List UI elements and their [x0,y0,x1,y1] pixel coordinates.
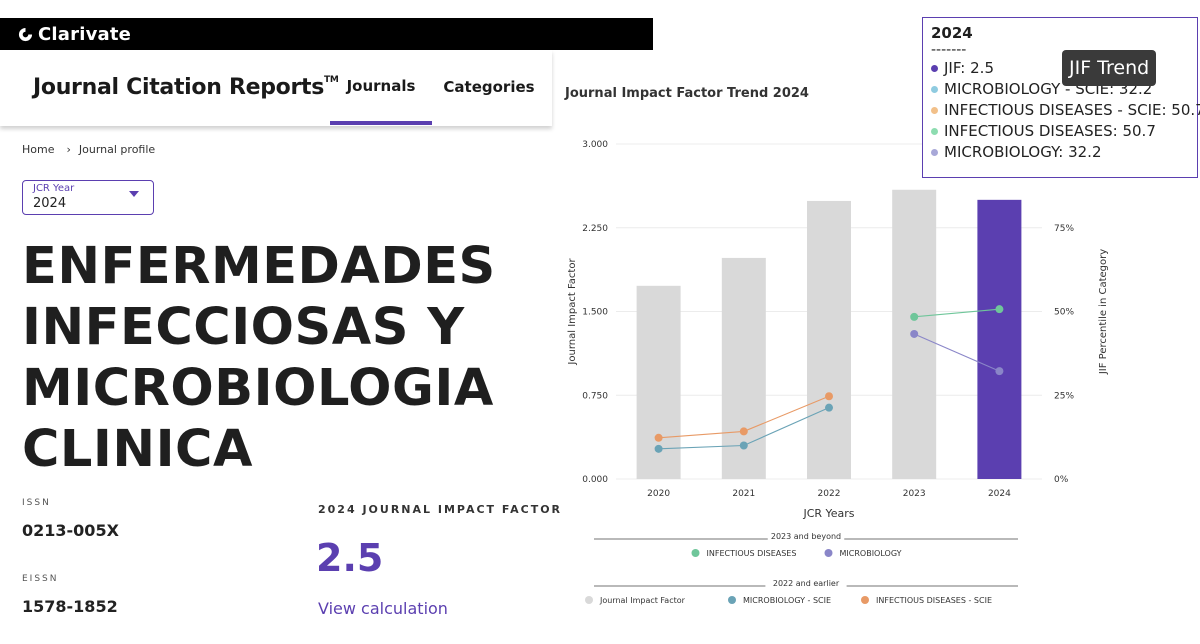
jif-label: 2024 JOURNAL IMPACT FACTOR [318,503,563,516]
series-line [913,333,1000,372]
tooltip-rows: JIF: 2.5 MICROBIOLOGY - SCIE: 32.2 INFECTI… [931,58,1200,163]
caret-down-icon [129,191,139,197]
jcr-logo-text: Journal Citation Reports [33,75,325,100]
tooltip-row: INFECTIOUS DISEASES: 50.7 [931,121,1189,142]
issn-value: 0213-005X [22,521,119,540]
tab-categories-label: Categories [443,77,535,96]
eissn-label: EISSN [22,574,59,584]
tooltip-row: INFECTIOUS DISEASES - SCIE: 50.7 [931,100,1200,121]
series-point [739,441,748,450]
tooltip-row: MICROBIOLOGY: 32.2 [931,142,1189,163]
legend-marker [824,549,833,557]
y2-tick-label: 50% [1054,308,1074,318]
trademark-mark: TM [324,75,339,85]
legend-item-label: Journal Impact Factor [599,596,686,605]
eissn-value: 1578-1852 [22,597,118,616]
legend-dot-icon [931,107,938,114]
series-point [910,329,919,338]
jif-trend-badge: JIF Trend [1062,50,1157,86]
journal-title: ENFERMEDADES INFECCIOSAS Y MICROBIOLOGIA… [22,237,496,479]
tab-journals[interactable]: Journals [330,50,432,125]
chevron-right-icon: › [66,143,71,156]
tooltip-row-text: JIF: 2.5 [944,59,994,77]
x-tick-label: 2020 [647,489,670,499]
clarivate-brand[interactable]: Clarivate [18,18,131,50]
legend-item-label: MICROBIOLOGY - SCIE [743,596,831,605]
jcr-year-value: 2024 [33,196,67,211]
chart-title: Journal Impact Factor Trend 2024 [565,86,809,101]
legend-dot-icon [931,149,938,156]
x-tick-label: 2024 [988,489,1011,499]
jif-trend-chart: 3.000 2.250 1.500 0.750 0.000 75% 50% 25% 0% 2020… [567,140,1109,605]
tab-categories[interactable]: Categories [440,50,538,123]
y-tick-label: 1.500 [582,308,608,318]
x-tick-label: 2022 [818,489,841,499]
y-tick-label: 2.250 [582,224,608,234]
tooltip-row-text: INFECTIOUS DISEASES - SCIE: 50.7 [944,101,1200,119]
brand-name: Clarivate [38,23,132,45]
jif-bar [977,199,1022,479]
legend-dot-icon [931,65,938,72]
tooltip-row: JIF: 2.5 [931,58,1189,79]
jcr-logo[interactable]: Journal Citation ReportsTM [33,75,339,100]
tooltip-row-text: INFECTIOUS DISEASES: 50.7 [944,122,1156,140]
legend-marker [861,596,869,604]
legend-marker [585,596,593,604]
legend-marker [728,596,736,604]
legend-dot-icon [931,86,938,93]
breadcrumb-current: Journal profile [78,143,156,156]
series-point [825,403,833,412]
jcr-year-label: JCR Year [33,183,75,194]
y2-tick-label: 75% [1054,224,1074,234]
jif-bar [807,200,851,479]
y-tick-label: 0.750 [582,391,608,401]
x-axis-label: JCR Years [802,507,854,520]
site-header: Journal Citation ReportsTM Journals Cate… [0,50,552,126]
y2-tick-label: 25% [1054,391,1074,401]
series-point [910,312,919,321]
tab-journals-label: Journals [346,76,416,95]
breadcrumb: Home › Journal profile [22,143,155,156]
legend-item-label: INFECTIOUS DISEASES - SCIE [876,596,992,605]
series-point [654,433,663,442]
top-brand-bar: Clarivate [0,18,653,50]
chart-tooltip: 2024 ------- JIF: 2.5 MICROBIOLOGY - SCIE… [922,17,1200,178]
series-point [739,427,748,436]
view-calculation-link[interactable]: View calculation [318,599,448,618]
legend-marker [691,549,700,557]
legend-dot-icon [931,128,938,135]
y-tick-label: 3.000 [582,140,608,150]
x-tick-label: 2021 [732,489,755,499]
series-line [914,308,1000,318]
jcr-year-select[interactable]: JCR Year 2024 [22,180,154,215]
tooltip-separator: ------- [931,42,967,58]
y-tick-label: 0.000 [582,475,608,485]
legend-item-label: INFECTIOUS DISEASES [707,549,797,558]
tooltip-year: 2024 [931,24,973,42]
y2-tick-label: 0% [1054,475,1069,485]
legend-group-title: 2022 and earlier [773,579,840,588]
x-tick-label: 2023 [903,489,926,499]
clarivate-logo-icon [18,27,33,41]
legend-group-title: 2023 and beyond [771,532,841,541]
legend-item-label: MICROBIOLOGY [840,549,902,558]
tooltip-row-text: MICROBIOLOGY: 32.2 [944,143,1102,161]
series-point [825,392,833,401]
series-point [654,444,663,453]
y2-axis-label: JIF Percentile in Category [1098,249,1109,375]
breadcrumb-home[interactable]: Home [22,143,55,156]
series-point [995,367,1004,376]
issn-label: ISSN [22,498,51,508]
series-point [995,305,1004,314]
y-axis-label: Journal Impact Factor [567,258,578,366]
jif-value: 2.5 [316,536,384,580]
